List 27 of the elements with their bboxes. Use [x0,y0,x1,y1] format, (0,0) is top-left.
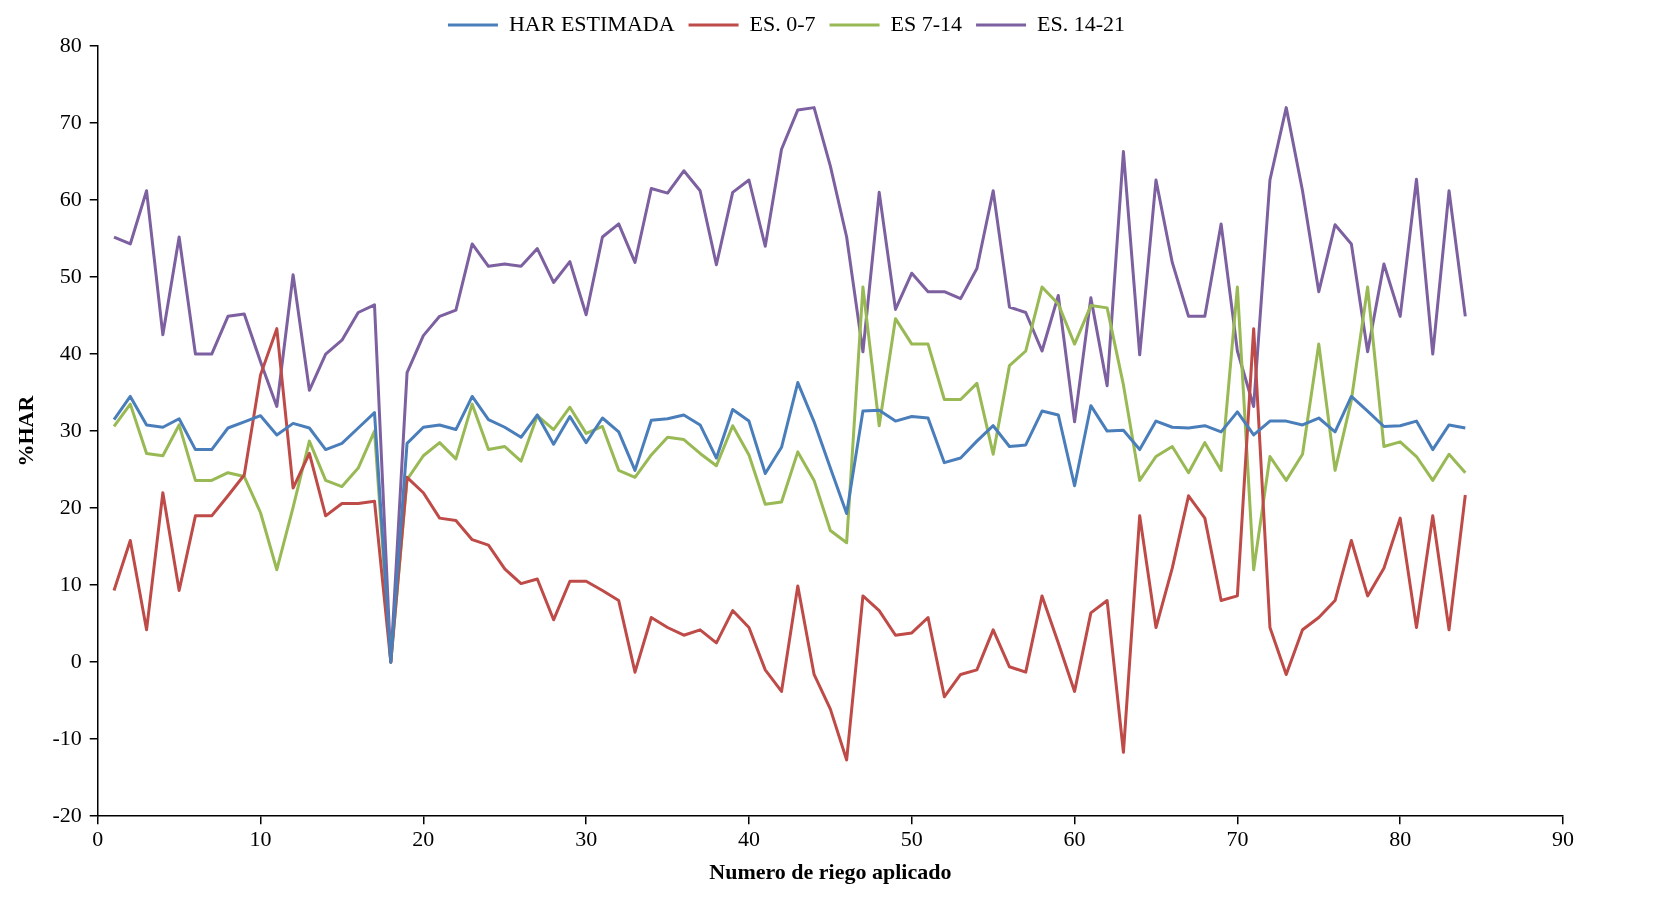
x-tick-label: 90 [1552,826,1574,852]
y-tick-label: 60 [59,185,82,211]
y-tick-label: 0 [70,647,82,673]
x-tick-label: 30 [575,826,598,852]
x-tick-label: 70 [1226,826,1249,852]
y-tick-label: -20 [52,801,82,827]
x-tick-label: 40 [737,826,760,852]
legend-label: ES. 14-21 [1037,10,1126,36]
x-tick-label: 0 [92,826,104,852]
x-tick-label: 20 [412,826,435,852]
y-tick-label: 40 [59,339,82,365]
y-tick-label: -10 [52,724,82,750]
legend-label: HAR ESTIMADA [508,10,675,36]
y-tick-label: 20 [59,493,82,519]
y-tick-label: 70 [59,108,82,134]
legend-label: ES 7-14 [890,10,963,36]
x-tick-label: 80 [1389,826,1412,852]
y-axis-title: %HAR [12,394,38,467]
x-axis-title: Numero de riego aplicado [709,859,952,885]
x-tick-label: 50 [900,826,923,852]
x-tick-label: 60 [1063,826,1086,852]
y-tick-label: 10 [59,570,82,596]
y-tick-label: 30 [59,416,82,442]
x-tick-label: 10 [249,826,272,852]
y-tick-label: 80 [59,31,82,57]
y-tick-label: 50 [59,262,82,288]
legend-label: ES. 0-7 [749,10,816,36]
